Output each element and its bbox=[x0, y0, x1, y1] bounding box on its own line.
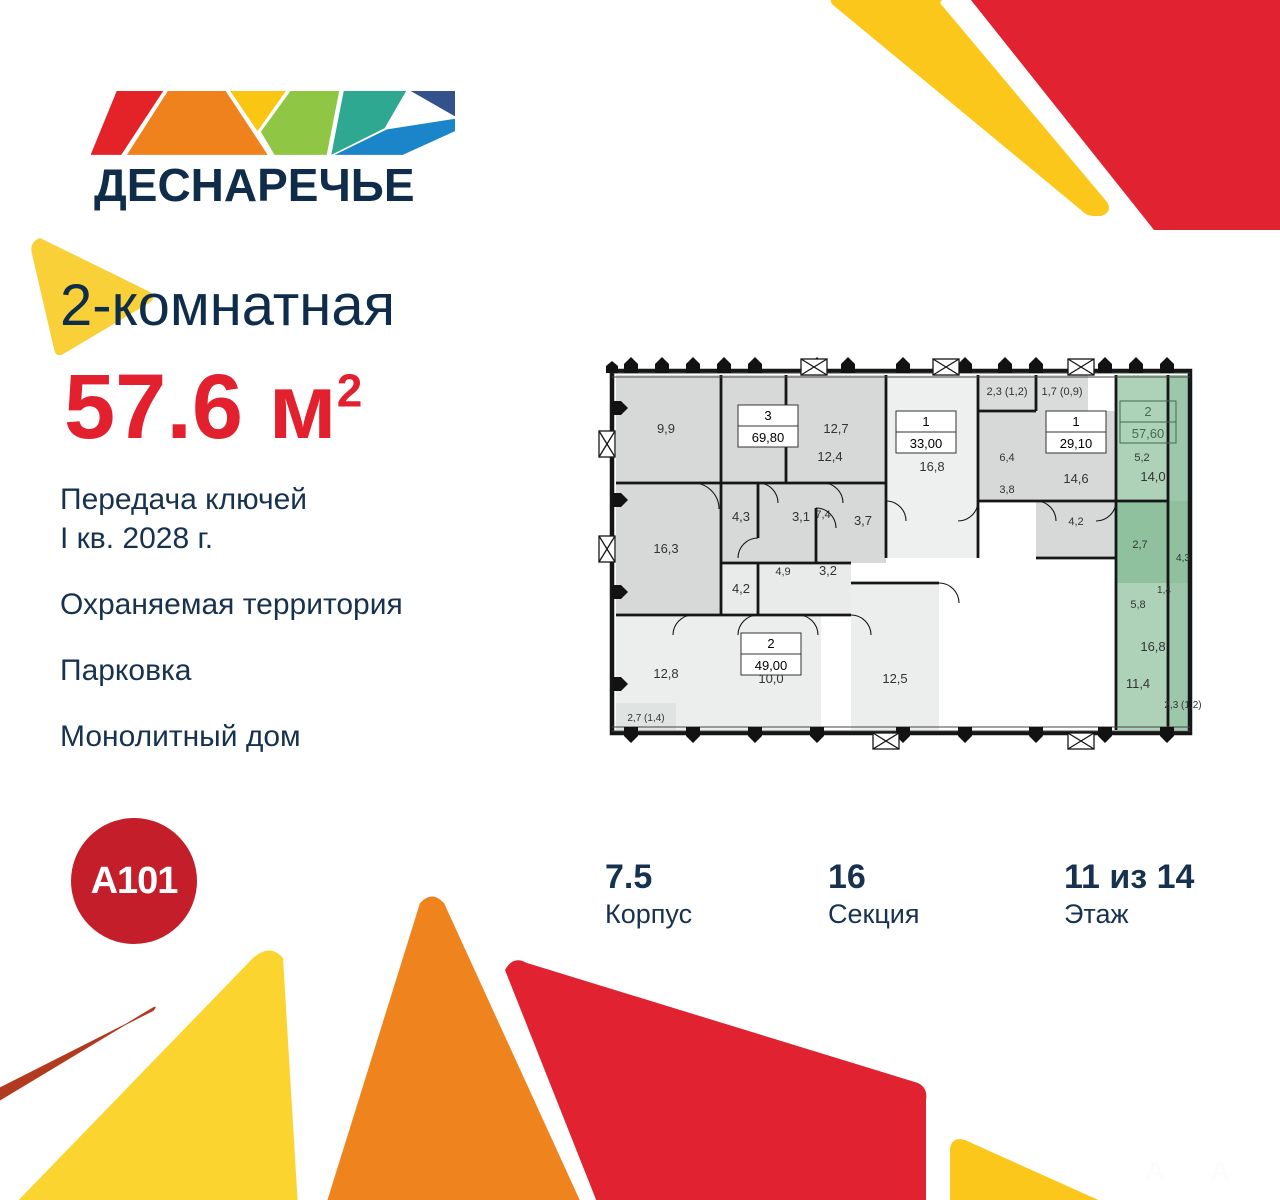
svg-text:4,2: 4,2 bbox=[732, 581, 750, 596]
svg-text:14,0: 14,0 bbox=[1140, 469, 1165, 484]
svg-text:12,4: 12,4 bbox=[817, 449, 842, 464]
svg-text:12,8: 12,8 bbox=[653, 666, 678, 681]
svg-text:16,8: 16,8 bbox=[1140, 639, 1165, 654]
svg-text:3,8: 3,8 bbox=[999, 484, 1014, 496]
svg-text:5,8: 5,8 bbox=[1130, 599, 1145, 611]
svg-text:2,3 (1,2): 2,3 (1,2) bbox=[1164, 700, 1201, 711]
svg-text:7,4: 7,4 bbox=[815, 509, 830, 521]
svg-text:3: 3 bbox=[764, 408, 771, 423]
svg-text:4,3: 4,3 bbox=[1176, 553, 1190, 564]
svg-text:3,7: 3,7 bbox=[854, 513, 872, 528]
svg-text:49,00: 49,00 bbox=[755, 658, 788, 673]
svg-text:3,2: 3,2 bbox=[819, 563, 837, 578]
svg-text:12,7: 12,7 bbox=[823, 421, 848, 436]
svg-text:12,5: 12,5 bbox=[882, 671, 907, 686]
svg-text:33,00: 33,00 bbox=[910, 436, 943, 451]
svg-text:2,7 (1,4): 2,7 (1,4) bbox=[627, 713, 664, 724]
svg-text:6,4: 6,4 bbox=[999, 452, 1014, 464]
svg-text:4,2: 4,2 bbox=[1068, 516, 1083, 528]
svg-text:2,3 (1,2): 2,3 (1,2) bbox=[987, 386, 1028, 398]
svg-text:5,2: 5,2 bbox=[1134, 452, 1149, 464]
svg-text:9,9: 9,9 bbox=[657, 421, 675, 436]
svg-text:2: 2 bbox=[767, 636, 774, 651]
svg-text:1,4: 1,4 bbox=[1157, 585, 1171, 596]
svg-text:4,3: 4,3 bbox=[732, 509, 750, 524]
svg-text:11,4: 11,4 bbox=[1126, 676, 1150, 691]
svg-text:57,60: 57,60 bbox=[1132, 426, 1165, 441]
svg-text:3,1: 3,1 bbox=[792, 509, 810, 524]
svg-text:1: 1 bbox=[922, 414, 929, 429]
svg-text:14,6: 14,6 bbox=[1063, 471, 1088, 486]
svg-text:2: 2 bbox=[1144, 404, 1151, 419]
svg-text:4,9: 4,9 bbox=[775, 566, 790, 578]
svg-text:69,80: 69,80 bbox=[752, 430, 785, 445]
svg-text:2,7: 2,7 bbox=[1132, 539, 1147, 551]
svg-text:1: 1 bbox=[1072, 414, 1079, 429]
svg-text:16,8: 16,8 bbox=[919, 459, 944, 474]
svg-text:16,3: 16,3 bbox=[653, 541, 678, 556]
svg-text:29,10: 29,10 bbox=[1060, 436, 1093, 451]
svg-text:1,7 (0,9): 1,7 (0,9) bbox=[1042, 386, 1083, 398]
